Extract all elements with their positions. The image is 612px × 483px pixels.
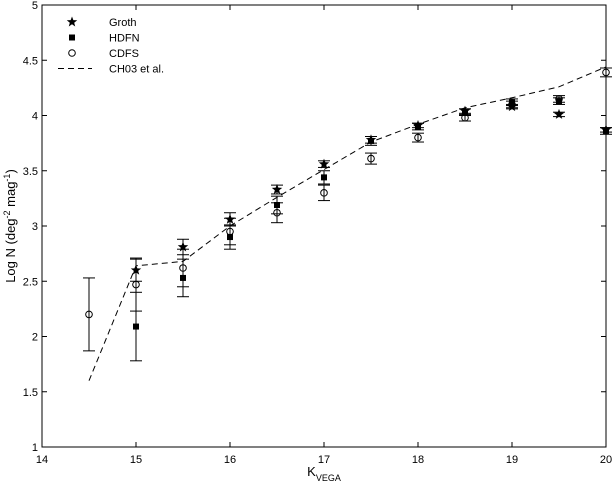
y-tick-label: 2.5 (23, 276, 38, 288)
x-tick-label: 14 (36, 454, 48, 466)
groth-point (177, 241, 189, 252)
groth-point (318, 158, 330, 169)
y-axis-label-sup1: -2 (2, 210, 12, 218)
cdfs-point (555, 95, 563, 103)
legend-swatch-cdfs (68, 49, 76, 57)
legend-swatch-hdfn (69, 34, 75, 41)
hdfn-point (321, 174, 327, 181)
x-axis-label-main: K (307, 464, 316, 479)
x-tick-label: 19 (506, 454, 518, 466)
cdfs-point (508, 100, 516, 109)
y-axis-title: Log N (deg-2 mag-1) (2, 169, 18, 283)
cdfs-point (320, 189, 328, 197)
y-tick-label: 5 (32, 0, 38, 12)
x-tick-label: 17 (318, 454, 330, 466)
x-axis-label-sub: VEGA (316, 473, 341, 483)
hdfn-point (133, 323, 139, 330)
y-axis-label-main: Log N (deg (3, 218, 18, 282)
x-tick-label: 15 (130, 454, 142, 466)
y-tick-label: 3.5 (23, 166, 38, 178)
legend-label-hdfn: HDFN (109, 33, 140, 45)
cdfs-point (414, 133, 422, 142)
cdfs-point (85, 310, 93, 319)
legend-label-ch03-et-al: CH03 et al. (109, 64, 164, 76)
cdfs-point (461, 113, 469, 122)
y-tick-label: 2 (32, 332, 38, 344)
legend-label-cdfs: CDFS (109, 48, 139, 60)
groth-point (271, 184, 283, 194)
y-tick-label: 4 (32, 111, 38, 123)
y-axis-label-end: ) (3, 169, 18, 173)
y-tick-label: 1 (32, 442, 38, 454)
y-tick-label: 4.5 (23, 55, 38, 67)
cdfs-point (226, 227, 234, 236)
cdfs-point (602, 68, 610, 77)
ch03-model-curve (88, 66, 607, 381)
y-axis-label-mid: mag (3, 182, 18, 211)
y-tick-label: 3 (32, 221, 38, 233)
cdfs-point (179, 264, 187, 272)
legend: Groth HDFN CDFS CH03 et al. (58, 16, 164, 76)
hdfn-point (415, 123, 421, 130)
groth-point (553, 108, 565, 119)
cdfs-point (273, 208, 281, 217)
x-axis-title: KVEGA (307, 464, 341, 483)
hdfn-point (462, 109, 468, 116)
y-tick-label: 1.5 (23, 387, 38, 399)
cdfs-point (367, 154, 375, 163)
x-tick-label: 16 (224, 454, 236, 466)
x-tick-label: 18 (412, 454, 424, 466)
hdfn-point (368, 137, 374, 144)
y-axis-label-sup2: -1 (2, 174, 12, 182)
legend-label-groth: Groth (109, 17, 137, 29)
cdfs-point (132, 280, 140, 289)
x-tick-label: 20 (600, 454, 612, 466)
hdfn-point (603, 127, 609, 134)
legend-swatch-groth (66, 16, 78, 27)
